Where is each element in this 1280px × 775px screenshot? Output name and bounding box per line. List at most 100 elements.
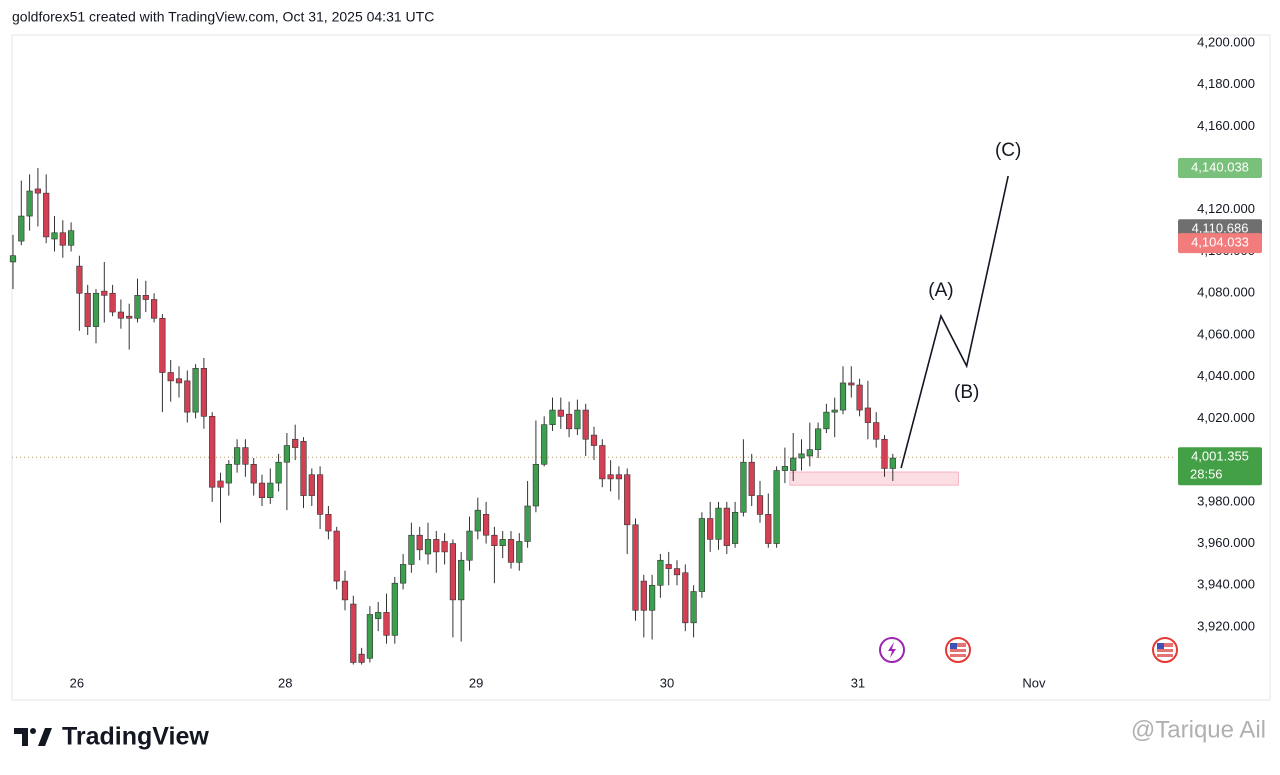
candle-body [524,505,531,542]
candle-body [449,543,456,601]
candle-body [341,580,349,601]
watermark: @Tarique Ail [1131,716,1266,743]
candle-body [375,612,382,619]
candle-body [823,411,830,430]
candle-body [391,582,398,636]
candle-body [648,584,656,611]
price-tag [1178,158,1262,179]
candle-body [773,470,780,544]
candle-body [325,514,332,532]
candle-body [756,495,764,515]
candle-body [582,409,589,440]
candle-body [184,380,191,413]
candle-body [416,534,423,551]
candle-body [175,378,183,384]
x-tick-label: 31 [851,675,865,690]
candle-body [126,315,133,319]
candle-body [117,311,124,319]
y-tick-label: 4,080.000 [1197,285,1255,300]
wave-label: (B) [954,382,979,403]
candle-body [873,422,880,440]
candle-body [84,292,91,327]
candle-body [167,372,174,382]
candle-body [673,568,681,576]
candle-body [665,564,672,569]
candle-body [549,409,556,425]
candle-body [889,457,896,469]
candle-body [624,474,631,526]
candle-body [781,466,788,471]
candle-body [43,192,50,238]
x-tick-label: 29 [469,675,483,690]
y-tick-label: 4,120.000 [1197,201,1255,216]
candle-body [292,438,299,448]
price-tag-label: 4,110.686 [1192,221,1249,236]
candle-body [839,382,847,411]
price-tag [1178,233,1262,254]
candle-body [308,474,315,496]
candle-body [532,463,539,507]
candle-body [399,564,407,584]
y-tick-label: 3,960.000 [1197,535,1255,550]
candle-body [806,449,813,457]
candle-body [76,265,83,294]
candle-body [433,539,440,553]
tv-logo-icon [14,728,52,746]
frame [11,34,1271,701]
price-tag-label: 4,140.038 [1191,159,1249,174]
candle-body [491,534,498,546]
candle-body [283,445,290,463]
candle-body [383,612,390,636]
candle-body [814,428,822,450]
candle-body [424,539,432,555]
candle-body [723,507,730,546]
candle-body [408,534,415,565]
price-tag-label: 4,001.355 [1191,449,1249,464]
candle-body [350,603,357,663]
candle-body [731,511,739,544]
candle-body [258,482,266,498]
candle-body [366,614,373,659]
countdown: 28:56 [1190,467,1223,482]
candle-body [707,518,714,540]
candle-body [101,290,108,296]
candle-body [848,382,855,386]
y-tick-label: 4,200.000 [1197,34,1255,49]
zone [789,471,959,486]
candle-body [333,530,340,582]
candle-body [632,524,639,611]
candle-body [482,514,490,536]
candle-body [92,292,100,327]
candle-body [607,474,614,480]
candle-body [640,580,647,611]
candle-body [134,295,141,319]
candle-body [275,461,282,484]
candle-body [200,368,207,417]
candle-body [690,591,697,624]
x-tick-label: 28 [278,675,292,690]
candle-body [831,409,838,413]
candle-body [233,447,241,465]
candle-body [856,384,863,411]
candle-body [507,539,515,563]
candle-body [267,482,274,498]
candle-body [748,461,755,496]
x-tick-label: Nov [1022,675,1046,690]
price-tag-label: 4,104.033 [1191,235,1249,250]
candle-body [242,447,249,465]
candle-body [192,368,199,413]
candle-body [798,453,805,459]
x-tick-label: 30 [660,675,674,690]
y-tick-label: 4,180.000 [1197,76,1255,91]
candle-body [765,514,772,544]
candle-body [458,559,465,601]
candle-body [715,507,722,540]
wave-line [900,175,1009,469]
candle-body [109,292,116,313]
lightning-icon [879,637,905,663]
y-tick-label: 4,040.000 [1197,368,1255,383]
x-tick-label: 26 [70,675,84,690]
us-flag-icon [1152,637,1178,663]
